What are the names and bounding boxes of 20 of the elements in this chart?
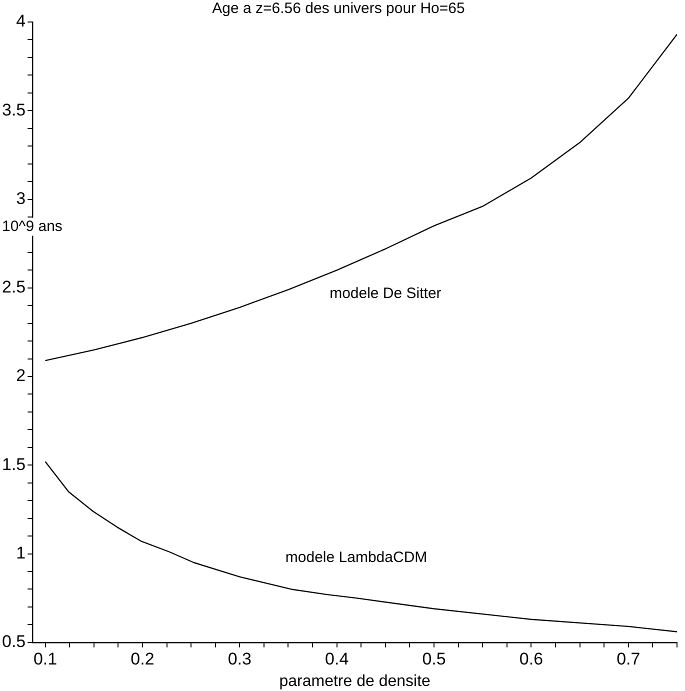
series-label: modele De Sitter [330, 285, 442, 302]
y-tick-label: 1.5 [2, 454, 26, 474]
x-tick-label: 0.2 [130, 649, 154, 668]
y-tick-label: 3 [16, 188, 26, 208]
y-tick-label: 2 [16, 366, 26, 386]
y-tick-label: 4 [16, 12, 26, 31]
chart-title: Age a z=6.56 des univers pour Ho=65 [212, 0, 465, 18]
y-tick-label: 0.5 [2, 632, 26, 652]
y-tick-label: 2.5 [2, 278, 26, 297]
x-axis-title: parametre de densite [279, 672, 431, 690]
series-label: modele LambdaCDM [285, 549, 428, 566]
x-tick-label: 0.7 [616, 649, 640, 668]
x-tick-label: 0.4 [325, 649, 349, 668]
x-tick-label: 0.5 [422, 649, 446, 668]
x-tick-label: 0.3 [228, 649, 252, 668]
y-axis-title: 10^9 ans [2, 218, 62, 235]
y-tick-label: 1 [16, 543, 26, 562]
x-tick-label: 0.6 [519, 649, 544, 668]
y-tick-label: 3.5 [2, 100, 26, 120]
x-tick-label: 0.1 [33, 649, 58, 668]
